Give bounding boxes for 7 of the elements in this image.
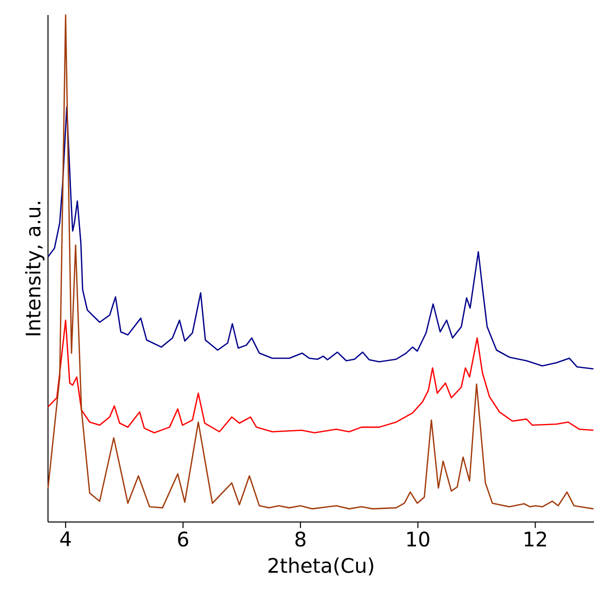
x-axis-title: 2theta(Cu) bbox=[268, 558, 374, 576]
x-tick-label: 12 bbox=[524, 532, 546, 546]
x-tick-label: 6 bbox=[178, 532, 188, 547]
x-tick-label: 8 bbox=[295, 532, 306, 547]
x-tick-label: 4 bbox=[60, 532, 71, 546]
y-axis-title: Intensity, a.u. bbox=[25, 202, 44, 336]
x-tick-label: 10 bbox=[407, 532, 430, 547]
